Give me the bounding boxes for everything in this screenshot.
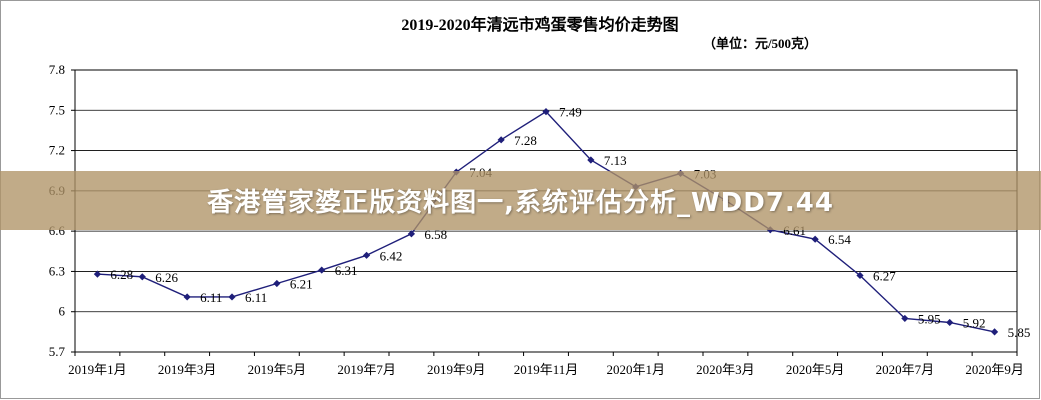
data-label: 6.11 — [245, 290, 267, 305]
data-label: 5.85 — [1008, 325, 1031, 340]
data-label: 6.21 — [290, 277, 313, 292]
data-label: 5.92 — [963, 315, 986, 330]
x-tick-label: 2020年5月 — [786, 362, 845, 377]
data-point-marker — [990, 328, 999, 336]
data-label: 6.54 — [828, 232, 851, 247]
data-point-marker — [93, 270, 102, 278]
data-point-marker — [228, 293, 236, 301]
data-point-marker — [318, 266, 326, 274]
chart-title: 2019-2020年清远市鸡蛋零售均价走势图 — [401, 15, 678, 34]
x-tick-label: 2019年5月 — [248, 362, 307, 377]
x-tick-label: 2019年1月 — [68, 362, 127, 377]
y-tick-label: 6.3 — [49, 263, 65, 278]
banner-text: 香港管家婆正版资料图一,系统评估分析_WDD7.44 — [207, 188, 834, 218]
data-point-marker — [497, 136, 505, 144]
data-label: 6.58 — [424, 227, 447, 242]
plot-area: 7.87.57.26.96.66.365.72019年1月2019年3月2019… — [49, 62, 1031, 377]
x-tick-label: 2020年9月 — [965, 362, 1024, 377]
x-tick-label: 2020年7月 — [876, 362, 935, 377]
unit-note: （单位：元/500克） — [703, 36, 817, 51]
data-point-marker — [811, 235, 819, 243]
data-point-marker — [362, 251, 371, 259]
data-point-marker — [901, 314, 909, 323]
data-point-marker — [138, 273, 146, 281]
data-point-marker — [542, 108, 550, 116]
data-point-marker — [273, 279, 281, 288]
data-point-marker — [183, 293, 191, 301]
x-tick-label: 2019年3月 — [158, 362, 217, 377]
data-label: 6.26 — [155, 270, 178, 285]
y-tick-label: 7.2 — [49, 143, 65, 158]
data-label: 6.31 — [335, 263, 358, 278]
y-tick-label: 5.7 — [49, 344, 66, 359]
y-tick-label: 6 — [59, 304, 66, 319]
data-label: 5.95 — [918, 311, 941, 326]
data-point-marker — [407, 230, 416, 238]
data-label: 7.28 — [514, 133, 537, 148]
watermark-banner: 香港管家婆正版资料图一,系统评估分析_WDD7.44 — [0, 171, 1041, 230]
data-label: 6.11 — [200, 290, 222, 305]
x-tick-label: 2020年1月 — [606, 362, 665, 377]
data-label: 7.49 — [559, 105, 582, 120]
data-label: 6.28 — [110, 267, 133, 282]
data-label: 7.13 — [604, 153, 627, 168]
data-label: 6.42 — [380, 248, 403, 263]
x-tick-label: 2019年7月 — [337, 362, 396, 377]
x-tick-label: 2019年11月 — [514, 362, 579, 377]
data-label: 6.27 — [873, 268, 896, 283]
x-tick-label: 2019年9月 — [427, 362, 486, 377]
x-tick-label: 2020年3月 — [696, 362, 755, 377]
data-point-marker — [587, 156, 595, 164]
data-point-marker — [856, 271, 864, 280]
y-tick-label: 7.5 — [49, 102, 65, 117]
data-point-marker — [946, 318, 954, 327]
y-tick-label: 7.8 — [49, 62, 65, 77]
